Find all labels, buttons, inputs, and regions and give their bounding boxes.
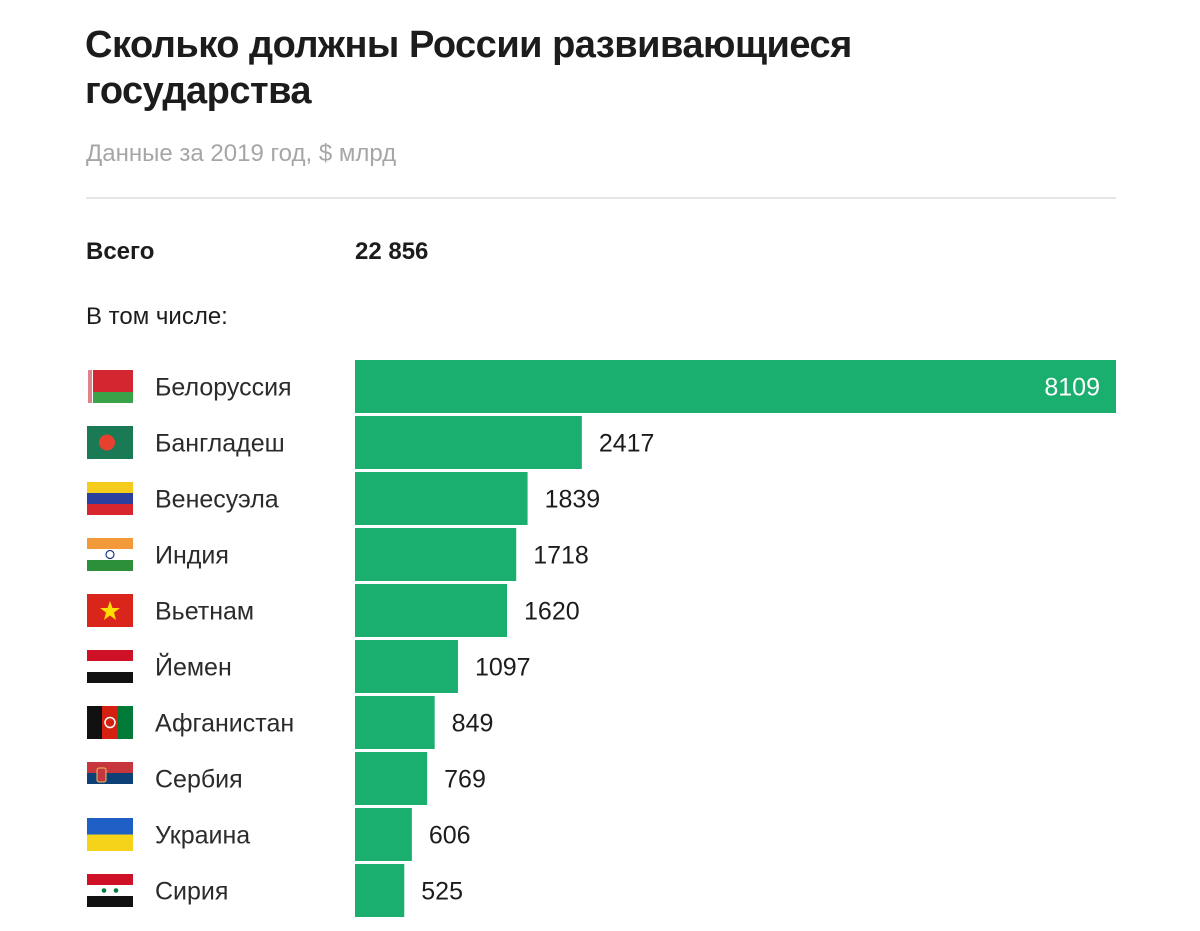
divider: [86, 197, 1116, 199]
bar: [355, 472, 528, 525]
category-label: Бангладеш: [155, 430, 285, 458]
category-label: Вьетнам: [155, 598, 254, 626]
bar: [355, 696, 435, 749]
chart-subtitle: Данные за 2019 год, $ млрд: [86, 140, 397, 167]
belarus-flag-icon: [87, 370, 133, 403]
total-label: Всего: [86, 238, 155, 265]
value-label: 1620: [524, 598, 580, 626]
bangladesh-flag-icon: [87, 426, 133, 459]
chart-title: Сколько должны России развивающиеся госу…: [85, 24, 852, 112]
value-label: 606: [429, 822, 471, 850]
category-label: Йемен: [155, 652, 232, 682]
bar: [355, 416, 582, 469]
venezuela-flag-icon: [87, 482, 133, 515]
syria-flag-icon: [87, 874, 133, 907]
bar: [355, 752, 428, 805]
bar: [355, 864, 405, 917]
afghanistan-flag-icon: [87, 706, 133, 739]
category-label: Белоруссия: [155, 374, 292, 402]
bar: [355, 360, 1116, 413]
total-value: 22 856: [355, 238, 429, 265]
bar: [355, 528, 517, 581]
bar: [355, 808, 412, 861]
value-label: 2417: [599, 430, 655, 458]
bar: [355, 584, 508, 637]
value-label: 1839: [545, 486, 601, 514]
value-label: 1097: [475, 654, 531, 682]
vietnam-flag-icon: [87, 594, 133, 627]
value-label: 849: [452, 710, 494, 738]
bar: [355, 640, 458, 693]
value-label: 769: [444, 766, 486, 794]
including-label: В том числе:: [86, 303, 228, 330]
ukraine-flag-icon: [87, 818, 133, 851]
category-label: Сирия: [155, 878, 228, 906]
category-label: Украина: [155, 822, 250, 850]
category-label: Индия: [155, 542, 229, 570]
category-label: Афганистан: [155, 710, 294, 738]
value-label: 1718: [533, 542, 589, 570]
india-flag-icon: [87, 538, 133, 571]
category-label: Сербия: [155, 766, 243, 794]
category-label: Венесуэла: [155, 486, 279, 514]
serbia-flag-icon: [87, 762, 133, 795]
value-label: 525: [421, 878, 463, 906]
yemen-flag-icon: [87, 650, 133, 683]
value-label: 8109: [1044, 374, 1100, 402]
